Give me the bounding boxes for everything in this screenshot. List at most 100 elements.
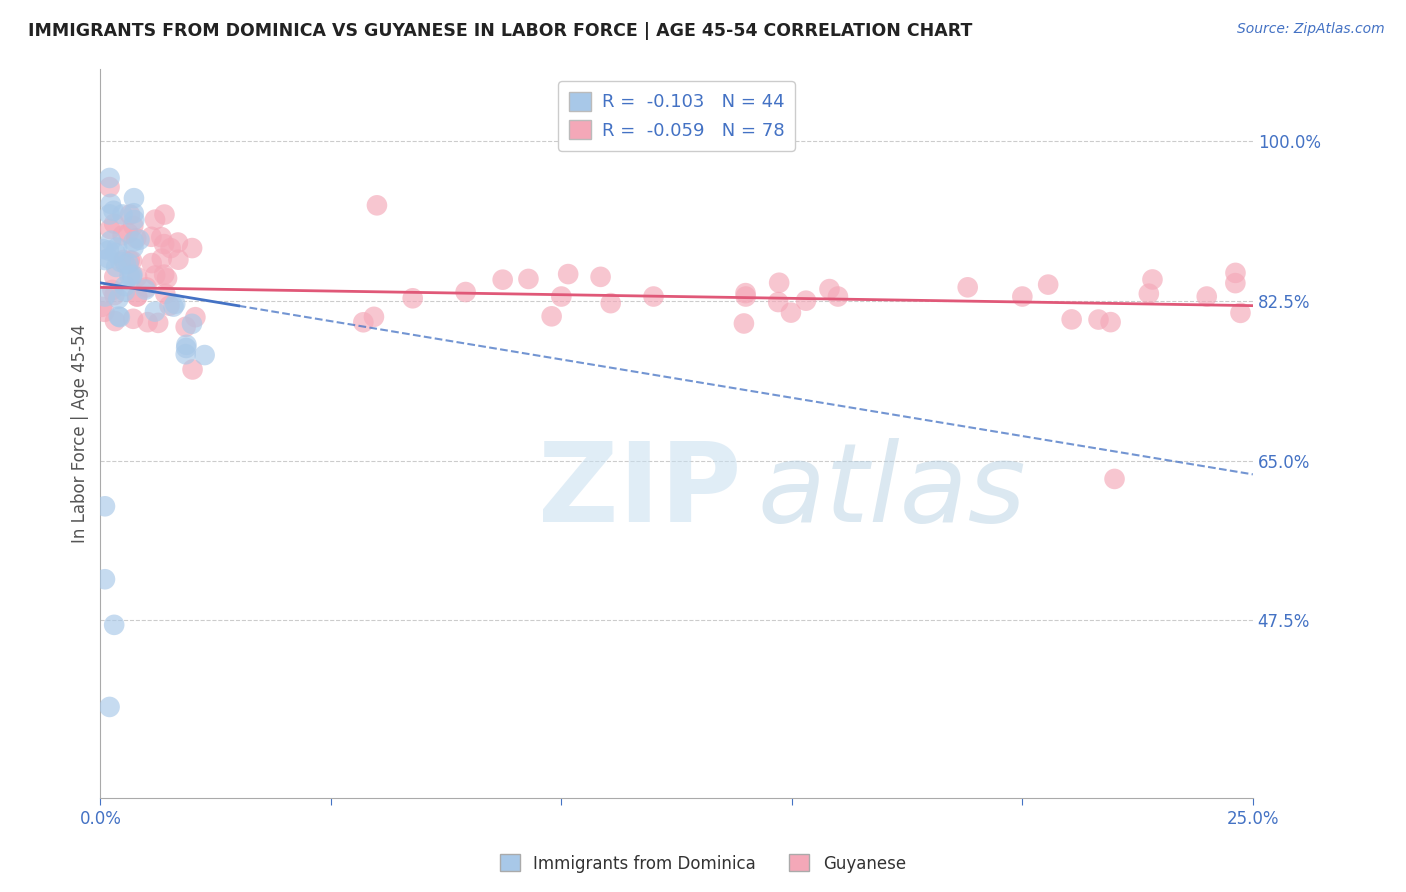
Point bbox=[112, 253, 135, 268]
Point bbox=[454, 285, 477, 299]
Point bbox=[159, 241, 181, 255]
Point bbox=[110, 255, 132, 269]
Legend: R =  -0.103   N = 44, R =  -0.059   N = 78: R = -0.103 N = 44, R = -0.059 N = 78 bbox=[558, 81, 794, 151]
Point bbox=[117, 256, 139, 270]
Point bbox=[135, 283, 157, 297]
Point bbox=[141, 229, 163, 244]
Point bbox=[127, 289, 149, 303]
Point bbox=[734, 289, 756, 303]
Point bbox=[733, 317, 755, 331]
Point bbox=[150, 230, 173, 244]
Point bbox=[111, 228, 134, 243]
Point bbox=[107, 310, 129, 324]
Point bbox=[1225, 276, 1247, 290]
Point bbox=[153, 237, 176, 252]
Point bbox=[827, 289, 849, 303]
Point bbox=[98, 222, 121, 236]
Point bbox=[156, 271, 179, 285]
Point bbox=[589, 269, 612, 284]
Point bbox=[143, 268, 166, 283]
Point bbox=[125, 289, 148, 303]
Point bbox=[101, 283, 124, 297]
Point bbox=[103, 269, 125, 284]
Point bbox=[176, 338, 198, 352]
Point bbox=[135, 280, 157, 294]
Point bbox=[90, 300, 112, 314]
Point bbox=[181, 362, 204, 376]
Point bbox=[114, 285, 136, 299]
Point bbox=[153, 208, 176, 222]
Point bbox=[94, 500, 117, 514]
Point bbox=[174, 319, 197, 334]
Point bbox=[167, 235, 190, 250]
Point bbox=[122, 235, 145, 249]
Point bbox=[104, 245, 127, 260]
Point bbox=[94, 289, 117, 303]
Point bbox=[1060, 312, 1083, 326]
Point bbox=[162, 300, 184, 314]
Point bbox=[540, 310, 562, 324]
Point bbox=[122, 241, 145, 255]
Point bbox=[768, 295, 790, 310]
Point bbox=[91, 242, 114, 256]
Point bbox=[167, 252, 190, 267]
Point bbox=[103, 203, 125, 218]
Point bbox=[93, 305, 115, 319]
Point bbox=[118, 268, 141, 283]
Y-axis label: In Labor Force | Age 45-54: In Labor Force | Age 45-54 bbox=[72, 324, 89, 543]
Point bbox=[818, 282, 841, 296]
Text: Source: ZipAtlas.com: Source: ZipAtlas.com bbox=[1237, 22, 1385, 37]
Point bbox=[94, 572, 117, 586]
Point bbox=[98, 207, 121, 221]
Point bbox=[105, 240, 128, 254]
Point bbox=[1087, 312, 1109, 326]
Point bbox=[1229, 306, 1251, 320]
Point bbox=[1011, 289, 1033, 303]
Point bbox=[153, 268, 176, 282]
Point bbox=[117, 227, 139, 241]
Point bbox=[734, 286, 756, 301]
Point bbox=[122, 206, 145, 220]
Point bbox=[174, 341, 197, 355]
Point bbox=[181, 317, 204, 331]
Point bbox=[194, 348, 217, 362]
Point bbox=[103, 217, 125, 231]
Point bbox=[136, 315, 159, 329]
Point bbox=[122, 191, 145, 205]
Point bbox=[150, 252, 173, 266]
Point bbox=[143, 212, 166, 227]
Point bbox=[184, 310, 207, 325]
Point bbox=[114, 279, 136, 293]
Legend: Immigrants from Dominica, Guyanese: Immigrants from Dominica, Guyanese bbox=[494, 847, 912, 880]
Point bbox=[143, 304, 166, 318]
Point bbox=[128, 233, 150, 247]
Point bbox=[165, 297, 187, 311]
Point bbox=[124, 213, 146, 227]
Point bbox=[104, 314, 127, 328]
Point bbox=[557, 267, 579, 281]
Point bbox=[181, 241, 204, 255]
Point bbox=[107, 292, 129, 306]
Point bbox=[352, 315, 374, 329]
Point bbox=[127, 270, 149, 285]
Point bbox=[108, 310, 131, 325]
Point bbox=[1195, 289, 1218, 303]
Point bbox=[956, 280, 979, 294]
Point bbox=[100, 197, 122, 211]
Point bbox=[94, 253, 117, 268]
Point bbox=[174, 347, 197, 361]
Point bbox=[517, 272, 540, 286]
Point bbox=[105, 260, 128, 274]
Point bbox=[122, 219, 145, 233]
Point bbox=[118, 253, 141, 268]
Point bbox=[1142, 272, 1164, 286]
Point bbox=[122, 311, 145, 326]
Point bbox=[363, 310, 385, 324]
Point bbox=[141, 256, 163, 270]
Point bbox=[98, 180, 121, 194]
Point bbox=[1225, 266, 1247, 280]
Point bbox=[1099, 315, 1122, 329]
Point bbox=[643, 289, 665, 303]
Point bbox=[118, 208, 141, 222]
Point bbox=[1036, 277, 1059, 292]
